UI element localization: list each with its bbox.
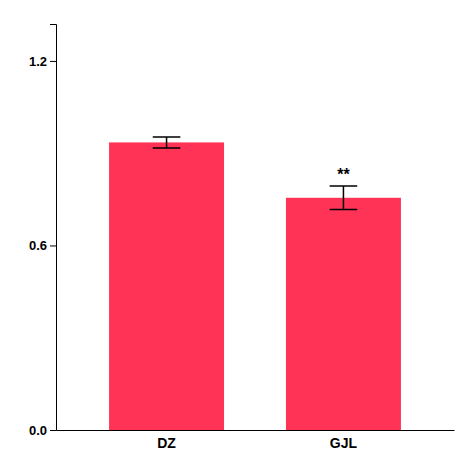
x-tick: DZ [157,435,176,451]
y-tick-label: 0.6 [29,238,47,253]
error-bar-line [153,137,181,148]
y-tick-mark [50,61,56,62]
y-axis: 0.0 0.6 1.2 [29,25,57,438]
y-tick-mark [50,245,56,246]
x-axis: DZ GJL [57,431,455,451]
y-tick-label: 0.0 [29,423,47,438]
bar [109,142,224,430]
error-bar [153,137,181,148]
bar [286,198,401,430]
y-tick: 0.6 [29,238,56,253]
error-bar [330,186,358,209]
error-bar-line [330,186,358,209]
annotations: ** [337,166,350,183]
y-tick: 1.2 [29,54,56,69]
y-axis-line [50,25,57,431]
y-tick-label: 1.2 [29,54,47,69]
x-tick-label: DZ [157,435,176,451]
marks [109,137,401,430]
x-axis-line [57,430,455,431]
annotation: ** [337,166,350,183]
plot: 0.0 0.6 1.2 DZ GJL ** [29,25,455,451]
y-tick: 0.0 [29,423,56,438]
x-tick: GJL [330,435,358,451]
x-tick-label: GJL [330,435,358,451]
chart: 0.0 0.6 1.2 DZ GJL ** [0,0,474,474]
y-tick-mark [50,430,56,431]
